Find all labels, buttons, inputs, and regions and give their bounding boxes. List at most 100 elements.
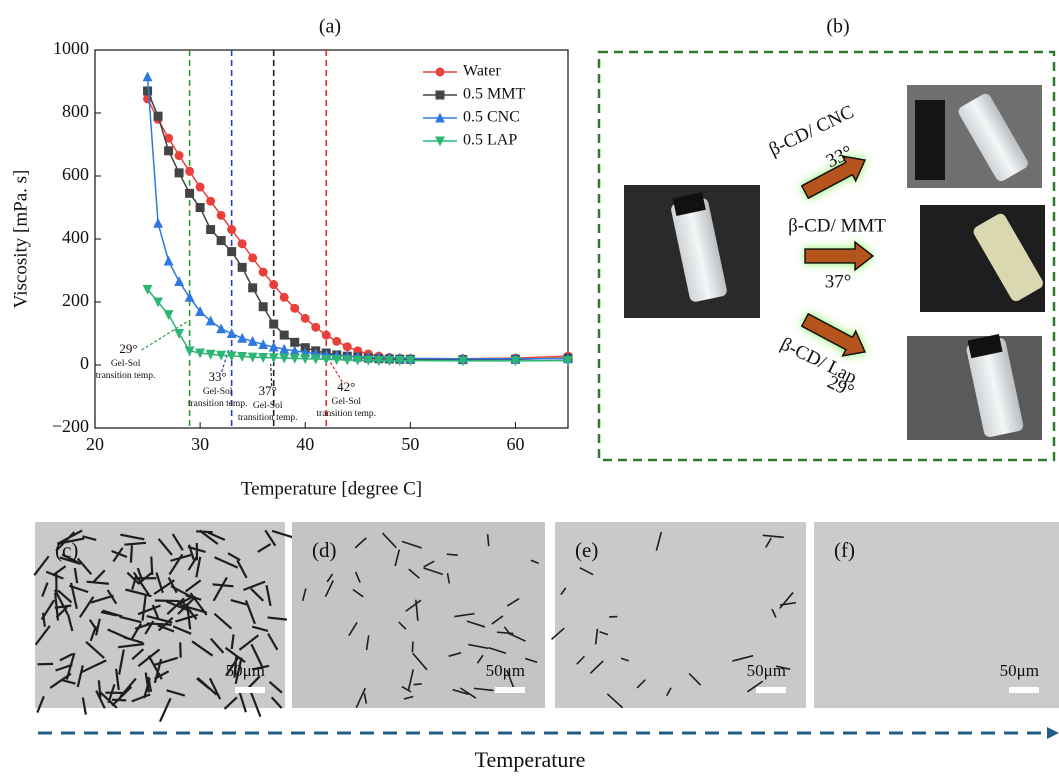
- marker: [174, 276, 184, 286]
- annotation-note: transition temp.: [238, 413, 298, 423]
- marker: [143, 86, 152, 95]
- annotation-note: Gel-Sol: [111, 359, 141, 369]
- marker: [259, 268, 268, 277]
- scale-label: 50μm: [226, 661, 265, 680]
- marker: [143, 71, 153, 81]
- marker: [301, 314, 310, 323]
- footer-label: Temperature: [475, 747, 586, 772]
- photo: [624, 185, 760, 318]
- annotation-label: 42°: [337, 379, 355, 394]
- x-tick-label: 30: [191, 434, 209, 454]
- marker: [311, 323, 320, 332]
- marker: [174, 329, 184, 339]
- micrographs: (c)50μm(d)50μm(e)50μm(f)50μm: [34, 522, 1059, 722]
- legend-marker: [436, 68, 445, 77]
- legend-label: 0.5 CNC: [463, 109, 520, 126]
- y-tick-label: 600: [62, 164, 89, 184]
- marker: [248, 283, 257, 292]
- marker: [164, 310, 174, 320]
- marker: [164, 256, 174, 266]
- y-tick-label: 200: [62, 290, 89, 310]
- crystal: [196, 531, 213, 532]
- marker: [216, 323, 226, 333]
- marker: [185, 167, 194, 176]
- y-tick-label: 0: [80, 353, 89, 373]
- crystal: [412, 642, 413, 653]
- x-tick-label: 40: [296, 434, 314, 454]
- marker: [175, 151, 184, 160]
- marker: [227, 225, 236, 234]
- figure: (a) 20 30 40 50 60 −200 0 200 400 600 800 1000 Tempe…: [0, 0, 1059, 777]
- arrow-angle: 37°: [825, 271, 852, 292]
- marker: [217, 236, 226, 245]
- crystal: [112, 700, 126, 701]
- crystal: [488, 534, 489, 546]
- marker: [196, 183, 205, 192]
- scale-label: 50μm: [747, 661, 786, 680]
- marker: [206, 225, 215, 234]
- crystal: [414, 684, 422, 685]
- micrograph-label: (f): [834, 538, 855, 562]
- marker: [343, 342, 352, 351]
- marker: [259, 302, 268, 311]
- arrow: [798, 148, 873, 365]
- y-axis-label: Viscosity [mPa. s]: [10, 170, 31, 309]
- marker: [227, 247, 236, 256]
- x-tick-label: 60: [506, 434, 524, 454]
- legend-label: 0.5 LAP: [463, 132, 517, 149]
- temperature-arrowhead: [1047, 727, 1059, 739]
- marker: [206, 197, 215, 206]
- plot-frame: [95, 50, 568, 428]
- marker: [332, 337, 341, 346]
- marker: [175, 168, 184, 177]
- marker: [154, 112, 163, 121]
- marker: [280, 293, 289, 302]
- y-tick-label: 1000: [53, 38, 89, 58]
- annotation-note: transition temp.: [96, 371, 156, 381]
- micrograph-label: (e): [575, 538, 598, 562]
- marker: [280, 331, 289, 340]
- photo: [907, 85, 1042, 188]
- x-tick-label: 50: [401, 434, 419, 454]
- annotation-note: Gel-Sol: [331, 397, 361, 407]
- crystal: [447, 554, 458, 555]
- marker: [238, 239, 247, 248]
- y-tick-label: 400: [62, 227, 89, 247]
- scale-bar: [1009, 687, 1039, 693]
- marker: [185, 189, 194, 198]
- annotation-note: transition temp.: [316, 409, 376, 419]
- legend-label: 0.5 MMT: [463, 86, 525, 103]
- annotation-note: transition temp.: [188, 399, 248, 409]
- arrow-label: β-CD/ MMT: [788, 215, 886, 236]
- marker: [269, 280, 278, 289]
- marker: [217, 211, 226, 220]
- scale-label: 50μm: [1000, 661, 1039, 680]
- scale-label: 50μm: [486, 661, 525, 680]
- annotation-note: Gel-Sol: [253, 401, 283, 411]
- scale-bar: [756, 687, 786, 693]
- annotation-label: 29°: [119, 341, 137, 356]
- marker: [153, 218, 163, 228]
- x-tick-label: 20: [86, 434, 104, 454]
- photo: [907, 334, 1042, 440]
- marker: [196, 203, 205, 212]
- marker: [248, 253, 257, 262]
- annotation-label: 33°: [209, 369, 227, 384]
- y-tick-label: −200: [52, 416, 89, 436]
- photo: [920, 205, 1045, 312]
- marker: [322, 331, 331, 340]
- crystal: [151, 557, 152, 575]
- panel-title: (a): [319, 16, 341, 38]
- panel-title: (b): [826, 16, 849, 38]
- y-tick-label: 800: [62, 101, 89, 121]
- legend-marker: [436, 91, 445, 100]
- legend-label: Water: [463, 63, 501, 80]
- marker: [164, 146, 173, 155]
- marker: [237, 333, 247, 343]
- marker: [290, 304, 299, 313]
- crystal: [131, 545, 132, 562]
- marker: [227, 328, 237, 338]
- micrograph-label: (c): [55, 538, 78, 562]
- scale-bar: [495, 687, 525, 693]
